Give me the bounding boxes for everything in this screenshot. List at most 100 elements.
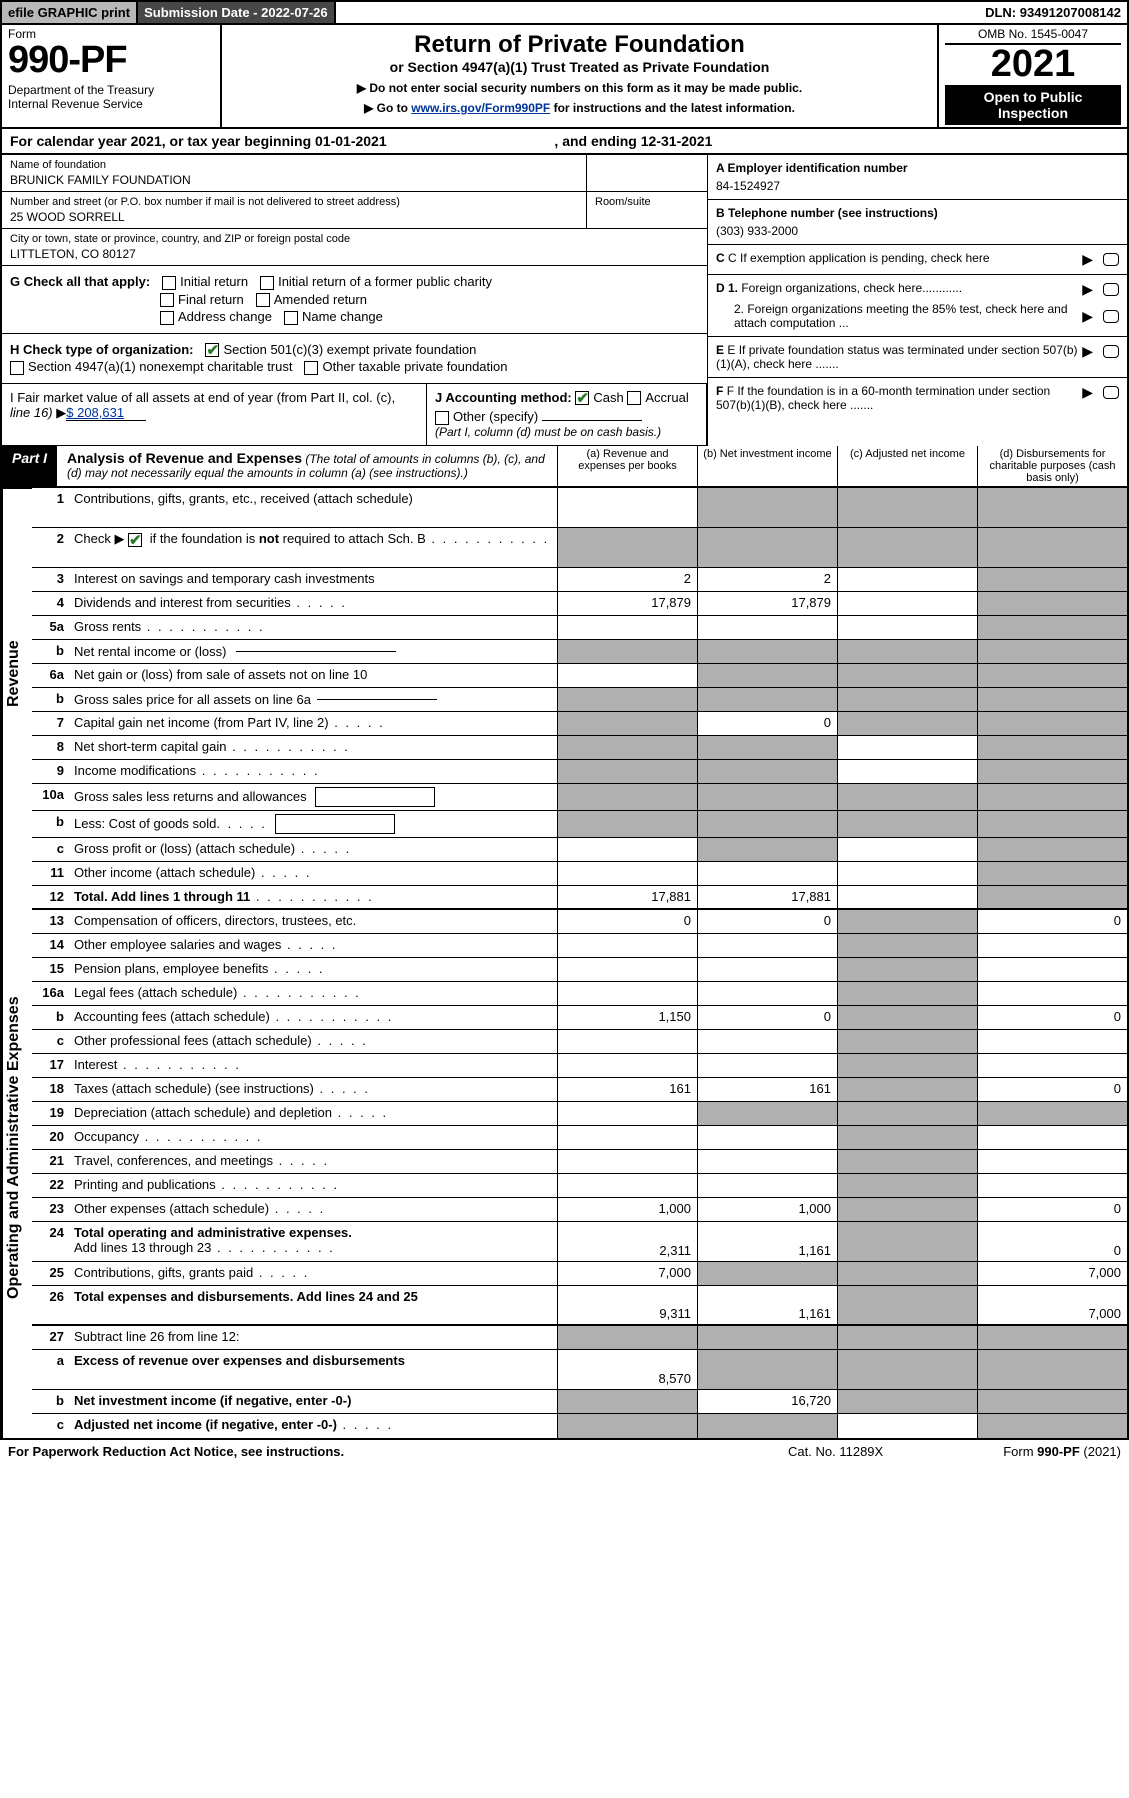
cb-4947a1[interactable] (10, 361, 24, 375)
section-ij: I Fair market value of all assets at end… (2, 384, 707, 446)
cb-cash[interactable] (575, 391, 589, 405)
ein-value: 84-1524927 (716, 179, 1119, 193)
part1-title: Analysis of Revenue and Expenses (The to… (57, 446, 557, 486)
row-27b: bNet investment income (if negative, ent… (32, 1390, 1127, 1414)
row-20: 20Occupancy (32, 1126, 1127, 1150)
side-expenses: Operating and Administrative Expenses (2, 858, 32, 1438)
cb-initial-former[interactable] (260, 276, 274, 290)
instructions-link[interactable]: www.irs.gov/Form990PF (411, 101, 550, 115)
j-note: (Part I, column (d) must be on cash basi… (435, 425, 698, 439)
row-22: 22Printing and publications (32, 1174, 1127, 1198)
row-24: 24Total operating and administrative exp… (32, 1222, 1127, 1262)
row-27: 27Subtract line 26 from line 12: (32, 1326, 1127, 1350)
phone-value: (303) 933-2000 (716, 224, 1119, 238)
cb-name-change[interactable] (284, 311, 298, 325)
cb-exemption-pending[interactable] (1103, 253, 1119, 266)
calendar-year-row: For calendar year 2021, or tax year begi… (0, 127, 1129, 155)
paperwork-notice: For Paperwork Reduction Act Notice, see … (8, 1444, 344, 1459)
row-2: 2 Check ▶ if the foundation is not requi… (32, 528, 1127, 568)
cb-60month[interactable] (1103, 386, 1119, 399)
part1-label: Part I (2, 446, 57, 486)
row-4: 4Dividends and interest from securities … (32, 592, 1127, 616)
g-label: G Check all that apply: (10, 274, 150, 289)
cb-final-return[interactable] (160, 293, 174, 307)
row-11: 11Other income (attach schedule) (32, 862, 1127, 886)
d2-label: 2. Foreign organizations meeting the 85%… (716, 302, 1082, 330)
row-23: 23Other expenses (attach schedule) 1,000… (32, 1198, 1127, 1222)
row-5b: bNet rental income or (loss) (32, 640, 1127, 664)
submission-date-label: Submission Date - 2022-07-26 (138, 2, 336, 23)
open-public-badge: Open to Public Inspection (945, 85, 1121, 125)
cb-status-terminated[interactable] (1103, 345, 1119, 358)
address-label: Number and street (or P.O. box number if… (10, 196, 578, 208)
j-label: J Accounting method: (435, 390, 572, 405)
row-27a: aExcess of revenue over expenses and dis… (32, 1350, 1127, 1390)
row-6b: bGross sales price for all assets on lin… (32, 688, 1127, 712)
cb-accrual[interactable] (627, 391, 641, 405)
row-27c: cAdjusted net income (if negative, enter… (32, 1414, 1127, 1438)
row-10c: cGross profit or (loss) (attach schedule… (32, 838, 1127, 862)
d1-label: D 1. Foreign organizations, check here..… (716, 281, 1082, 298)
section-g: G Check all that apply: Initial return I… (2, 266, 707, 334)
row-14: 14Other employee salaries and wages (32, 934, 1127, 958)
city-label: City or town, state or province, country… (10, 233, 699, 245)
row-10a: 10aGross sales less returns and allowanc… (32, 784, 1127, 811)
cb-other-taxable[interactable] (304, 361, 318, 375)
cb-foreign-org[interactable] (1103, 283, 1119, 296)
col-a-header: (a) Revenue and expenses per books (557, 446, 697, 486)
cb-amended-return[interactable] (256, 293, 270, 307)
header-left: Form 990-PF Department of the Treasury I… (2, 25, 222, 127)
efile-label[interactable]: efile GRAPHIC print (2, 2, 138, 23)
row-19: 19Depreciation (attach schedule) and dep… (32, 1102, 1127, 1126)
col-d-header: (d) Disbursements for charitable purpose… (977, 446, 1127, 486)
entity-info: Name of foundation BRUNICK FAMILY FOUNDA… (0, 155, 1129, 446)
row-12: 12Total. Add lines 1 through 11 17,88117… (32, 886, 1127, 910)
side-revenue: Revenue (2, 488, 32, 858)
part1-header: Part I Analysis of Revenue and Expenses … (0, 446, 1129, 488)
cb-85pct-test[interactable] (1103, 310, 1119, 323)
col-b-header: (b) Net investment income (697, 446, 837, 486)
page-footer: For Paperwork Reduction Act Notice, see … (0, 1440, 1129, 1463)
dept-label: Department of the Treasury (8, 83, 214, 97)
form-number: 990-PF (8, 41, 214, 79)
cb-501c3[interactable] (205, 343, 219, 357)
top-bar: efile GRAPHIC print Submission Date - 20… (0, 0, 1129, 25)
row-25: 25Contributions, gifts, grants paid 7,00… (32, 1262, 1127, 1286)
instr-2: ▶ Go to www.irs.gov/Form990PF for instru… (232, 101, 927, 115)
tax-year: 2021 (945, 45, 1121, 83)
dln: DLN: 93491207008142 (979, 2, 1127, 23)
foundation-name: BRUNICK FAMILY FOUNDATION (10, 173, 578, 187)
h-label: H Check type of organization: (10, 342, 193, 357)
row-21: 21Travel, conferences, and meetings (32, 1150, 1127, 1174)
row-5a: 5aGross rents (32, 616, 1127, 640)
part1-table: Revenue Operating and Administrative Exp… (0, 488, 1129, 1440)
ein-label: A Employer identification number (716, 161, 908, 175)
row-9: 9Income modifications (32, 760, 1127, 784)
cb-sch-b[interactable] (128, 533, 142, 547)
row-16c: cOther professional fees (attach schedul… (32, 1030, 1127, 1054)
form-title: Return of Private Foundation (232, 31, 927, 59)
form-header: Form 990-PF Department of the Treasury I… (0, 25, 1129, 127)
row-16b: bAccounting fees (attach schedule) 1,150… (32, 1006, 1127, 1030)
row-13: 13Compensation of officers, directors, t… (32, 910, 1127, 934)
f-label: F F If the foundation is in a 60-month t… (716, 384, 1082, 412)
foundation-name-label: Name of foundation (10, 159, 578, 171)
e-label: E E If private foundation status was ter… (716, 343, 1082, 371)
form-subtitle: or Section 4947(a)(1) Trust Treated as P… (232, 59, 927, 75)
irs-label: Internal Revenue Service (8, 97, 214, 111)
city-value: LITTLETON, CO 80127 (10, 247, 699, 261)
cat-no: Cat. No. 11289X (788, 1444, 883, 1459)
row-6a: 6aNet gain or (loss) from sale of assets… (32, 664, 1127, 688)
row-17: 17Interest (32, 1054, 1127, 1078)
cb-address-change[interactable] (160, 311, 174, 325)
row-3: 3Interest on savings and temporary cash … (32, 568, 1127, 592)
col-c-header: (c) Adjusted net income (837, 446, 977, 486)
instr-1: ▶ Do not enter social security numbers o… (232, 81, 927, 95)
row-8: 8Net short-term capital gain (32, 736, 1127, 760)
fmv-value[interactable]: $ 208,631 (66, 405, 146, 421)
phone-label: B Telephone number (see instructions) (716, 206, 938, 220)
row-26: 26Total expenses and disbursements. Add … (32, 1286, 1127, 1326)
cb-initial-return[interactable] (162, 276, 176, 290)
room-suite-label: Room/suite (587, 192, 707, 228)
cb-other-method[interactable] (435, 411, 449, 425)
